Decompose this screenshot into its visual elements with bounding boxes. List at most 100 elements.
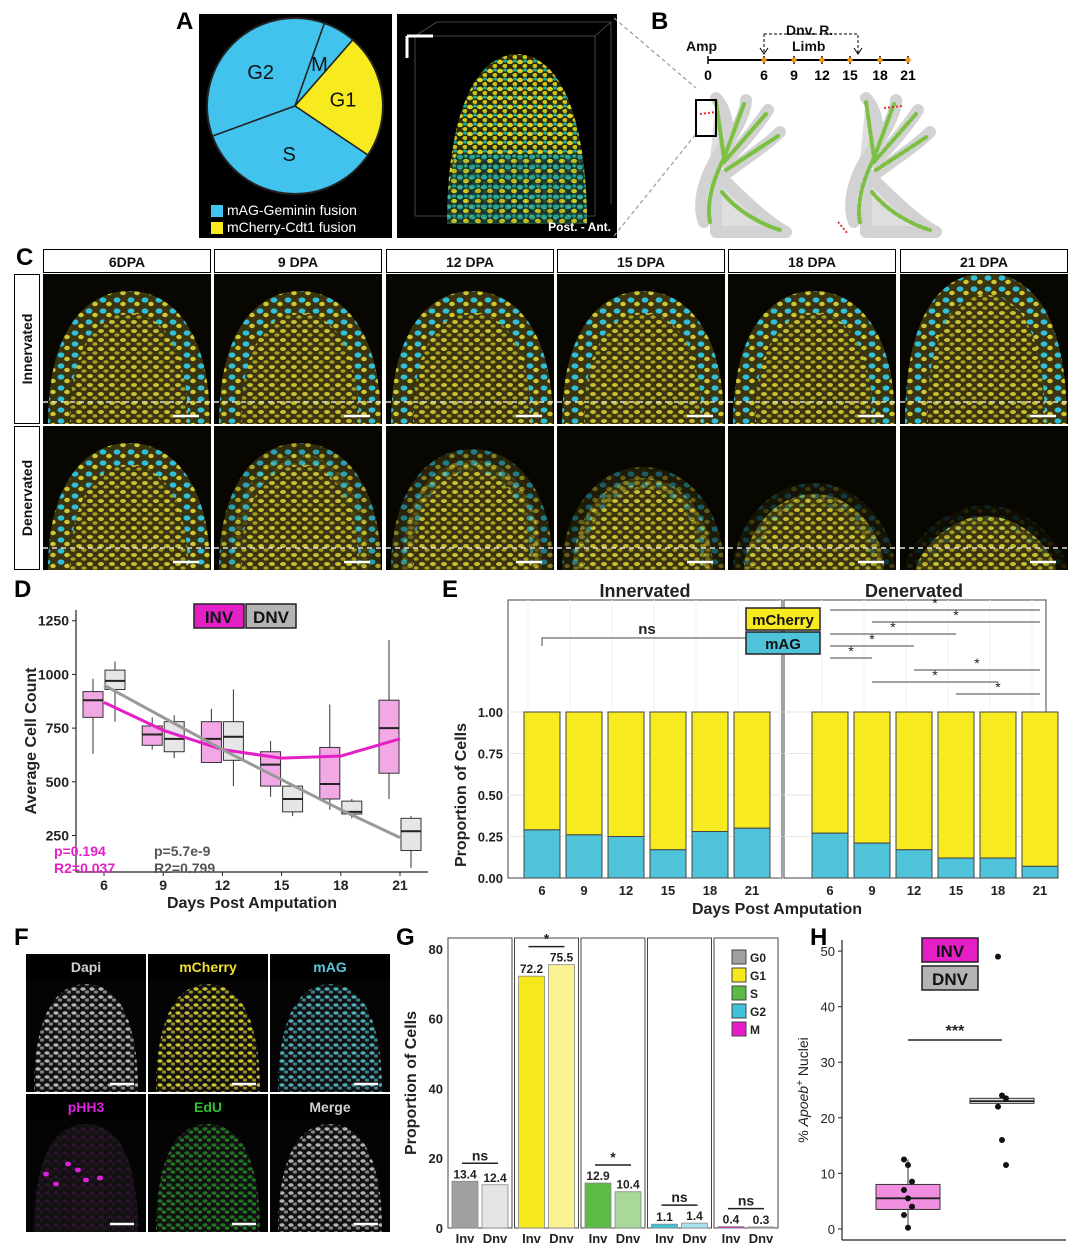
timeline-marker-9 [791, 57, 797, 63]
micrograph-svg [728, 290, 896, 424]
micrograph-svg [386, 290, 554, 424]
g-legend-swatch-s [731, 985, 747, 1001]
e-bar-mag-denervated-15 [937, 857, 975, 879]
f-tile-mcherry: mCherry [148, 954, 268, 1092]
h-ytick-label: 0 [828, 1222, 835, 1237]
e-sig-star: * [932, 595, 938, 611]
g-bar-dnv-g0 [481, 1184, 509, 1229]
e-bar-mag-denervated-6 [811, 832, 849, 879]
g-facet-g0 [447, 937, 513, 1229]
e-ytick-label: 0.50 [478, 788, 503, 803]
column-header-3: 15 DPA [557, 249, 725, 273]
h-point-inv [905, 1224, 911, 1231]
d-ylabel: Average Cell Count [23, 667, 40, 815]
d-xtick-label: 9 [159, 877, 167, 893]
e-legend-box-mag [745, 631, 821, 655]
d-box-inv [378, 699, 400, 774]
g-ytick-label: 60 [429, 1012, 443, 1027]
d-xtick-label: 12 [215, 877, 231, 893]
h-ylabel: % Apoeb+ Nuclei [795, 1037, 812, 1142]
e-bar-mcherry-innervated-15 [649, 711, 687, 851]
timeline-marker-15 [847, 57, 853, 63]
e-bar-mcherry-denervated-6 [811, 711, 849, 834]
g-ytick-label: 40 [429, 1081, 443, 1096]
d-ytick-label: 1000 [38, 666, 69, 682]
h-point-inv [901, 1212, 907, 1218]
d-ytick-label: 750 [46, 720, 70, 736]
column-header-0: 6DPA [43, 249, 211, 273]
d-legend-label-inv: INV [205, 608, 234, 627]
panel-label-h: H [810, 924, 828, 951]
micrograph-svg [386, 448, 554, 570]
micrograph-svg [557, 466, 725, 570]
e-sig-star: * [932, 667, 938, 683]
e-bar-mag-innervated-15 [649, 849, 687, 879]
panel-label-f: F [14, 924, 29, 951]
d-stat-inv-p: p=0.194 [54, 843, 106, 859]
g-value-dnv-g2: 1.4 [686, 1209, 703, 1223]
e-xtick-label: 21 [745, 883, 759, 898]
e-xtick-label: 18 [991, 883, 1005, 898]
g-sig-label-s: * [610, 1149, 616, 1165]
panel-label-d: D [14, 576, 32, 603]
micrograph-innervated-3 [557, 274, 725, 424]
h-point-inv [909, 1203, 915, 1210]
g-sig-label-g0: ns [472, 1147, 489, 1163]
e-sig-star: * [974, 655, 980, 671]
d-legend-label-dnv: DNV [253, 608, 290, 627]
micrograph-innervated-1 [214, 274, 382, 424]
timeline-label-15: 15 [842, 67, 858, 83]
micrograph-svg [214, 290, 382, 424]
e-ytick-label: 1.00 [478, 705, 503, 720]
f-tile-image [278, 1124, 382, 1232]
e-xtick-label: 21 [1033, 883, 1047, 898]
e-legend-box-mcherry [745, 607, 821, 631]
f-tile-image [34, 984, 138, 1092]
g-bar-inv-g1 [518, 975, 545, 1229]
e-bar-mag-innervated-21 [733, 827, 771, 879]
g-legend-label-m: M [750, 1023, 760, 1037]
g-value-dnv-s: 10.4 [616, 1178, 640, 1192]
g-legend-swatch-g2 [731, 1003, 747, 1019]
g-bar-inv-g2 [651, 1223, 678, 1229]
e-xtick-label: 9 [868, 883, 875, 898]
h-legend-label-inv: INV [936, 942, 965, 961]
micrograph-denervated-5 [900, 426, 1068, 570]
h-point-inv [901, 1187, 907, 1193]
pie-label-m: M [311, 54, 328, 76]
micrograph-denervated-0 [43, 426, 211, 570]
e-xlabel: Days Post Amputation [692, 901, 862, 918]
h-ytick-label: 40 [821, 1000, 835, 1015]
e-bar-mag-innervated-6 [523, 829, 561, 879]
timeline-amp-label: Amp [686, 38, 718, 54]
h-legend-box-dnv [921, 965, 979, 991]
f-tile-dapi: Dapi [26, 954, 146, 1092]
row-label-denervated-text: Denervated [19, 459, 35, 537]
timeline-marker-18 [877, 57, 883, 63]
d-legend-box-inv [193, 603, 245, 629]
f-tile-label-mcherry: mCherry [148, 954, 268, 980]
g-ytick-label: 20 [429, 1151, 443, 1166]
h-ytick-label: 30 [821, 1055, 835, 1070]
g-bar-dnv-g2 [681, 1222, 708, 1229]
row-label-denervated: Denervated [14, 426, 40, 570]
h-point-inv [901, 1156, 907, 1163]
e-xtick-label: 15 [949, 883, 963, 898]
micrograph-innervated-2 [386, 274, 554, 424]
panel-label-b: B [651, 8, 669, 35]
g-facet-g2 [647, 937, 712, 1229]
timeline-marker-6 [761, 57, 767, 63]
g-bar-dnv-g1 [548, 964, 575, 1229]
row-label-innervated: Innervated [14, 274, 40, 424]
g-sig-label-g2: ns [671, 1189, 688, 1205]
pie-label-g2: G2 [247, 62, 274, 84]
h-ytick-label: 10 [821, 1166, 835, 1181]
limb-illustrations [695, 92, 942, 238]
micrograph-innervated-0 [43, 274, 211, 424]
e-bar-mcherry-innervated-12 [607, 711, 645, 837]
g-xlabel-dnv: Dnv [682, 1231, 707, 1246]
h-sig-label: *** [946, 1023, 965, 1040]
e-bar-mag-denervated-21 [1021, 865, 1059, 879]
micrograph-svg [214, 442, 382, 570]
e-xtick-label: 6 [826, 883, 833, 898]
